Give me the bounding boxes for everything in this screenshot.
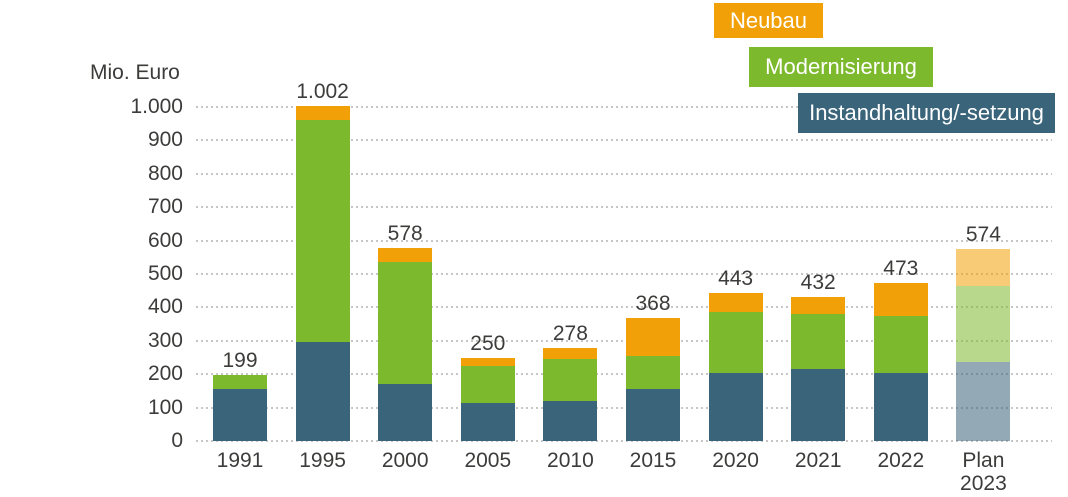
x-tick-label-plan-2023: Plan 2023: [960, 449, 1007, 495]
bar-total-label-2000: 578: [387, 221, 423, 245]
legend: Neubau Modernisierung Instandhaltung/-setz…: [0, 0, 1068, 140]
x-tick-label-1991: 1991: [216, 449, 264, 472]
bar-segment-instandhaltung-setzung-2022: [873, 372, 928, 441]
y-tick-label-0: 0: [171, 429, 183, 452]
bar-segment-modernisierung-2021: [791, 314, 846, 370]
y-tick-label-900: 900: [147, 128, 183, 152]
legend-label: Neubau: [729, 7, 808, 33]
bar-segment-neubau-2000: [378, 247, 433, 263]
bar-total-label-2010: 278: [552, 322, 588, 346]
bar-total-label-2005: 250: [470, 331, 506, 355]
x-tick-label-2021: 2021: [794, 449, 842, 472]
bar-2015: [626, 318, 680, 441]
bar-segment-neubau-2005: [460, 357, 515, 366]
x-tick-label-2020: 2020: [712, 449, 759, 472]
y-tick-label-100: 100: [147, 395, 183, 419]
bar-segment-modernisierung-plan-2023: [956, 285, 1011, 362]
gridline-700: [196, 206, 1052, 209]
gridline-300: [196, 339, 1052, 342]
legend-label: Instandhaltung/-setzung: [809, 100, 1044, 125]
bar-2010: [543, 348, 598, 441]
gridline-900: [196, 139, 1052, 142]
x-tick-label-1995: 1995: [299, 449, 346, 472]
bar-segment-modernisierung-2015: [626, 355, 680, 390]
bar-total-label-2020: 443: [718, 267, 754, 291]
bar-segment-instandhaltung-setzung-2015: [626, 389, 680, 441]
bar-total-label-2022: 473: [883, 257, 919, 281]
bar-total-label-2021: 432: [800, 270, 836, 294]
bar-2022: [873, 283, 928, 441]
plot-area: [196, 106, 1052, 442]
gridline-400: [196, 306, 1052, 309]
bar-segment-instandhaltung-setzung-2005: [460, 402, 515, 441]
bar-total-label-plan-2023: 574: [965, 223, 1001, 247]
bar-1991: [213, 374, 267, 441]
gridline-600: [196, 239, 1052, 242]
y-tick-label-400: 400: [147, 295, 183, 319]
bar-segment-neubau-1995: [295, 106, 350, 121]
x-tick-label-2015: 2015: [629, 449, 677, 472]
bar-2000: [378, 247, 433, 441]
y-tick-label-500: 500: [147, 262, 183, 285]
bar-1995: [295, 106, 350, 441]
bar-segment-instandhaltung-setzung-1995: [295, 342, 350, 441]
bar-segment-modernisierung-2005: [460, 365, 515, 403]
bar-segment-neubau-2022: [873, 283, 928, 316]
bar-2021: [791, 296, 846, 441]
bar-segment-instandhaltung-setzung-2021: [791, 369, 846, 441]
bar-segment-neubau-2020: [708, 293, 763, 313]
bar-segment-modernisierung-2022: [873, 315, 928, 373]
bar-segment-instandhaltung-setzung-plan-2023: [956, 361, 1011, 441]
bar-segment-instandhaltung-setzung-1991: [213, 389, 267, 441]
y-tick-label-700: 700: [147, 195, 183, 219]
x-tick-label-2010: 2010: [547, 449, 594, 472]
y-axis: 1.000 900 800 700 600 500 400 300 200 100 0: [70, 95, 183, 452]
bar-total-label-2015: 368: [635, 292, 671, 316]
bar-segment-modernisierung-2010: [543, 359, 598, 401]
bar-total-label-1991: 199: [222, 348, 258, 372]
bar-segment-modernisierung-2000: [378, 262, 433, 385]
x-tick-label-2005: 2005: [464, 449, 512, 472]
bar-segment-modernisierung-1991: [213, 374, 267, 390]
bar-segment-instandhaltung-setzung-2010: [543, 400, 598, 441]
bar-segment-neubau-2010: [543, 348, 598, 360]
legend-item-instandhaltung-setzung: Instandhaltung/-setzung: [798, 93, 1055, 133]
bar-segment-modernisierung-1995: [295, 120, 350, 343]
bar-plan-2023: [956, 249, 1011, 441]
bar-segment-neubau-plan-2023: [956, 249, 1011, 286]
bar-segment-modernisierung-2020: [708, 312, 763, 373]
bar-segment-instandhaltung-setzung-2020: [708, 372, 763, 441]
gridline-0: [196, 440, 1052, 442]
legend-item-modernisierung: Modernisierung: [749, 47, 933, 87]
x-tick-label-2000: 2000: [381, 449, 429, 472]
gridline-200: [196, 373, 1052, 376]
gridline-800: [196, 172, 1052, 175]
y-tick-label-300: 300: [147, 328, 183, 352]
x-tick-label-2022: 2022: [877, 449, 925, 472]
legend-label: Modernisierung: [765, 54, 917, 79]
bar-2005: [460, 357, 515, 441]
bar-segment-neubau-2015: [626, 318, 680, 356]
gridline-100: [196, 406, 1052, 409]
bar-total-label-1995: 1.002: [296, 80, 349, 104]
gridline-500: [196, 273, 1052, 275]
bar-2020: [708, 293, 763, 441]
bar-segment-neubau-2021: [791, 296, 846, 315]
y-tick-label-800: 800: [147, 161, 183, 185]
y-tick-label-1000: 1.000: [130, 95, 183, 118]
legend-item-neubau: Neubau: [714, 3, 823, 38]
y-tick-label-600: 600: [147, 228, 183, 252]
gridline-1000: [196, 106, 1052, 108]
bar-segment-instandhaltung-setzung-2000: [378, 384, 433, 441]
y-tick-label-200: 200: [147, 362, 183, 386]
y-axis-unit-label: Mio. Euro: [90, 61, 180, 84]
x-axis: 1991 1995 2000 2005 2010 2015 2020 2021 2022 Plan…: [196, 449, 1052, 497]
